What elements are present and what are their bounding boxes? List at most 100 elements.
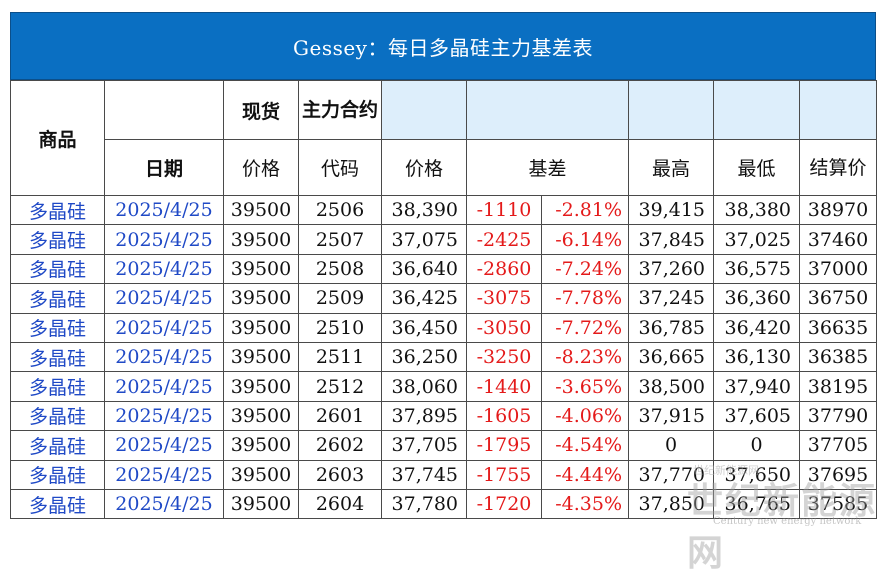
cell-basis: -3250 [466, 341, 542, 373]
cell-settle: 37705 [799, 430, 877, 461]
cell-high: 36,665 [628, 341, 714, 373]
cell-date: 2025/4/25 [104, 400, 224, 432]
table-row: 多晶硅 2025/4/25 39500 2510 36,450 -3050 -7.72% 36… [10, 312, 877, 343]
cell-date: 2025/4/25 [104, 194, 224, 226]
cell-date: 2025/4/25 [104, 312, 224, 343]
cell-basis: -3075 [466, 283, 542, 314]
cell-code: 2603 [298, 459, 382, 490]
cell-low: 37,605 [713, 400, 800, 432]
cell-low: 36,130 [713, 341, 800, 373]
header-blank-date-top [104, 80, 224, 140]
header-high: 最高 [628, 139, 714, 196]
cell-settle: 37460 [799, 224, 877, 255]
cell-high: 38,500 [628, 371, 714, 402]
table-row: 多晶硅 2025/4/25 39500 2507 37,075 -2425 -6.14% 37… [10, 224, 877, 255]
cell-code: 2509 [298, 283, 382, 314]
cell-basis-pct: -4.44% [541, 459, 629, 490]
header-basis: 基差 [466, 139, 629, 196]
cell-basis-pct: -7.24% [541, 253, 629, 285]
cell-basis: -2860 [466, 253, 542, 285]
cell-high: 0 [628, 430, 714, 461]
cell-product: 多晶硅 [10, 430, 105, 461]
cell-price: 38,390 [381, 194, 467, 226]
cell-low: 37,025 [713, 224, 800, 255]
cell-basis: -1795 [466, 430, 542, 461]
cell-spot: 39500 [223, 488, 299, 520]
cell-spot: 39500 [223, 400, 299, 432]
cell-price: 36,640 [381, 253, 467, 285]
basis-table-container: Gessey：每日多晶硅主力基差表 商品 现货 主力合约 日期 价格 代码 [10, 12, 877, 520]
cell-basis: -1755 [466, 459, 542, 490]
cell-code: 2604 [298, 488, 382, 520]
cell-price: 38,060 [381, 371, 467, 402]
cell-basis: -1110 [466, 194, 542, 226]
cell-settle: 37585 [799, 488, 877, 520]
cell-settle: 37695 [799, 459, 877, 490]
cell-spot: 39500 [223, 312, 299, 343]
cell-price: 36,450 [381, 312, 467, 343]
table-row: 多晶硅 2025/4/25 39500 2512 38,060 -1440 -3.65% 38… [10, 371, 877, 402]
table-row: 多晶硅 2025/4/25 39500 2602 37,705 -1795 -4.54% 0 0… [10, 430, 877, 461]
cell-basis-pct: -3.65% [541, 371, 629, 402]
cell-high: 37,770 [628, 459, 714, 490]
cell-high: 37,245 [628, 283, 714, 314]
table-row: 多晶硅 2025/4/25 39500 2506 38,390 -1110 -2.81% 39… [10, 194, 877, 226]
cell-spot: 39500 [223, 283, 299, 314]
header-main-contract: 主力合约 [298, 80, 382, 140]
cell-basis-pct: -8.23% [541, 341, 629, 373]
table-body: 多晶硅 2025/4/25 39500 2506 38,390 -1110 -2.81% 39… [10, 194, 877, 520]
cell-product: 多晶硅 [10, 371, 105, 402]
header-spot-price: 价格 [223, 139, 299, 196]
cell-high: 37,850 [628, 488, 714, 520]
cell-spot: 39500 [223, 430, 299, 461]
cell-low: 36,765 [713, 488, 800, 520]
cell-high: 39,415 [628, 194, 714, 226]
cell-low: 36,575 [713, 253, 800, 285]
basis-table: 商品 现货 主力合约 日期 价格 代码 价格 基差 最高 最低 结算价 [10, 80, 877, 520]
cell-date: 2025/4/25 [104, 341, 224, 373]
header-price: 价格 [381, 139, 467, 196]
cell-low: 36,420 [713, 312, 800, 343]
cell-date: 2025/4/25 [104, 488, 224, 520]
cell-basis: -2425 [466, 224, 542, 255]
cell-spot: 39500 [223, 341, 299, 373]
cell-date: 2025/4/25 [104, 371, 224, 402]
cell-low: 36,360 [713, 283, 800, 314]
cell-high: 37,845 [628, 224, 714, 255]
cell-high: 36,785 [628, 312, 714, 343]
table-row: 多晶硅 2025/4/25 39500 2508 36,640 -2860 -7.24% 37… [10, 253, 877, 285]
cell-date: 2025/4/25 [104, 283, 224, 314]
cell-spot: 39500 [223, 253, 299, 285]
cell-spot: 39500 [223, 194, 299, 226]
header-product: 商品 [10, 80, 105, 196]
cell-price: 37,745 [381, 459, 467, 490]
table-row: 多晶硅 2025/4/25 39500 2511 36,250 -3250 -8.23% 36… [10, 341, 877, 373]
cell-date: 2025/4/25 [104, 224, 224, 255]
cell-product: 多晶硅 [10, 400, 105, 432]
header-fill-high [628, 80, 714, 140]
header-fill-price [381, 80, 467, 140]
cell-product: 多晶硅 [10, 459, 105, 490]
cell-basis: -1720 [466, 488, 542, 520]
header-date: 日期 [104, 139, 224, 196]
cell-code: 2510 [298, 312, 382, 343]
header-code: 代码 [298, 139, 382, 196]
cell-basis: -3050 [466, 312, 542, 343]
cell-high: 37,915 [628, 400, 714, 432]
cell-basis-pct: -6.14% [541, 224, 629, 255]
cell-price: 37,895 [381, 400, 467, 432]
cell-code: 2506 [298, 194, 382, 226]
table-title: Gessey：每日多晶硅主力基差表 [10, 12, 876, 80]
cell-spot: 39500 [223, 459, 299, 490]
cell-basis-pct: -4.54% [541, 430, 629, 461]
cell-basis: -1440 [466, 371, 542, 402]
header-fill-basis [466, 80, 629, 140]
cell-low: 37,650 [713, 459, 800, 490]
cell-low: 0 [713, 430, 800, 461]
cell-product: 多晶硅 [10, 194, 105, 226]
header-settle: 结算价 [799, 139, 877, 196]
cell-settle: 37000 [799, 253, 877, 285]
cell-product: 多晶硅 [10, 312, 105, 343]
cell-settle: 36385 [799, 341, 877, 373]
cell-price: 37,705 [381, 430, 467, 461]
